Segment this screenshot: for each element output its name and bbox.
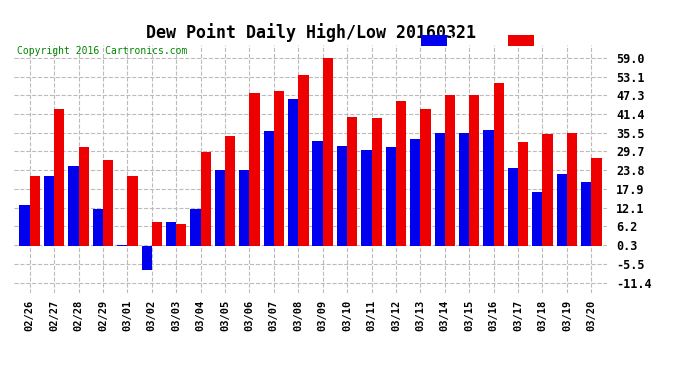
Bar <box>128 176 137 246</box>
Bar <box>371 118 382 246</box>
Bar <box>435 133 445 246</box>
Bar <box>313 141 323 246</box>
Bar <box>274 91 284 246</box>
Bar <box>386 147 396 246</box>
Bar <box>201 152 211 246</box>
Bar <box>166 222 176 246</box>
Bar <box>30 176 40 246</box>
Text: Copyright 2016 Cartronics.com: Copyright 2016 Cartronics.com <box>17 46 187 56</box>
Bar <box>141 246 152 270</box>
Bar <box>103 160 113 246</box>
Bar <box>410 139 420 246</box>
Legend: Low  (°F), High  (°F): Low (°F), High (°F) <box>419 33 602 48</box>
Bar <box>420 109 431 246</box>
Bar <box>518 142 529 246</box>
Bar <box>493 83 504 246</box>
Bar <box>79 147 89 246</box>
Bar <box>532 192 542 246</box>
Bar <box>323 58 333 246</box>
Bar <box>469 94 480 246</box>
Bar <box>542 134 553 246</box>
Bar <box>484 130 493 246</box>
Bar <box>176 224 186 246</box>
Bar <box>19 205 30 246</box>
Bar <box>250 93 259 246</box>
Bar <box>264 131 274 246</box>
Bar <box>239 170 250 246</box>
Bar <box>362 150 371 246</box>
Bar <box>298 75 308 246</box>
Bar <box>225 136 235 246</box>
Bar <box>347 117 357 246</box>
Bar <box>215 170 225 246</box>
Bar <box>68 166 79 246</box>
Bar <box>92 210 103 246</box>
Bar <box>581 182 591 246</box>
Bar <box>288 99 298 246</box>
Bar <box>152 222 162 246</box>
Bar <box>190 210 201 246</box>
Bar <box>591 158 602 246</box>
Bar <box>396 101 406 246</box>
Bar <box>445 94 455 246</box>
Bar <box>44 176 54 246</box>
Bar <box>337 146 347 246</box>
Bar <box>54 109 64 246</box>
Bar <box>567 133 577 246</box>
Title: Dew Point Daily High/Low 20160321: Dew Point Daily High/Low 20160321 <box>146 23 475 42</box>
Bar <box>459 133 469 246</box>
Bar <box>557 174 567 246</box>
Bar <box>508 168 518 246</box>
Bar <box>117 245 128 246</box>
